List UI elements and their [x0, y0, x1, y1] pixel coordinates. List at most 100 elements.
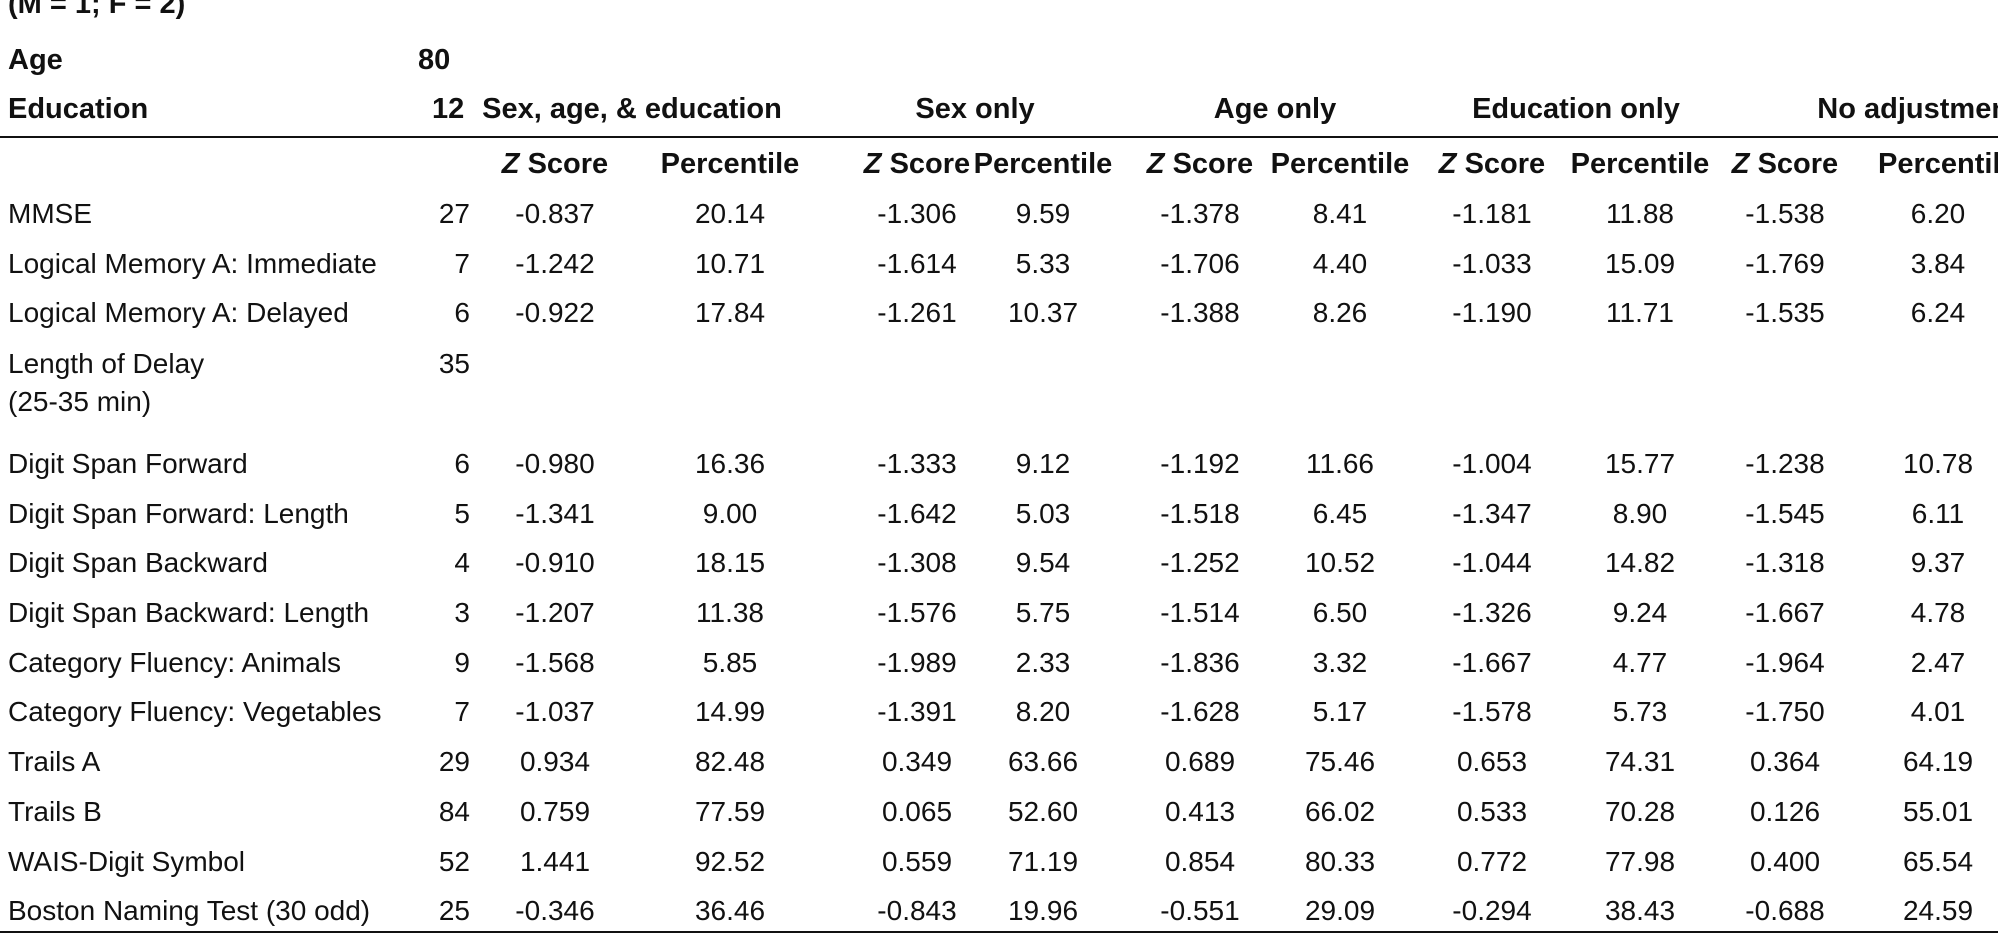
z-score-header: Z Score	[837, 146, 997, 182]
z-score-cell: 0.533	[1456, 796, 1528, 827]
z-score-cell: 0.653	[1456, 746, 1528, 777]
percentile-cell: 66.02	[1304, 796, 1376, 827]
z-score-cell: -1.578	[1452, 696, 1532, 727]
percentile-cell: 71.19	[1007, 846, 1079, 877]
percentile-cell: 8.90	[1612, 498, 1668, 529]
percentile-cell: 10.37	[1007, 297, 1079, 328]
percentile-cell: 6.11	[1911, 498, 1965, 529]
percentile-cell: 11.88	[1606, 198, 1674, 229]
row-label: Digit Span Backward	[8, 547, 268, 578]
group-header: Sex, age, & education	[482, 93, 782, 125]
percentile-cell: 8.20	[1015, 696, 1071, 727]
z-score-header: Z Score	[1120, 146, 1280, 182]
percentile-cell: 75.46	[1304, 746, 1376, 777]
raw-score: 6	[454, 448, 470, 479]
raw-score: 25	[438, 895, 470, 926]
percentile-header: Percentile	[1570, 148, 1710, 180]
z-score-cell: -1.614	[877, 248, 957, 279]
percentile-cell: 19.96	[1007, 895, 1079, 926]
education-label: Education	[8, 93, 149, 125]
row-label: Category Fluency: Animals	[8, 647, 342, 678]
percentile-cell: 9.59	[1015, 198, 1071, 229]
row-label: Boston Naming Test (30 odd)	[8, 895, 371, 926]
z-score-cell: -1.207	[515, 597, 595, 628]
z-score-cell: -0.551	[1160, 895, 1240, 926]
percentile-cell: 4.40	[1312, 248, 1368, 279]
group-header: Education only	[1472, 93, 1680, 125]
z-score-rest: Score	[519, 148, 609, 180]
percentile-cell: 20.14	[694, 198, 766, 229]
raw-score: 7	[454, 248, 470, 279]
z-italic: Z	[1438, 148, 1457, 180]
z-score-cell: -1.252	[1160, 547, 1240, 578]
group-header: Sex only	[915, 93, 1035, 125]
percentile-cell: 5.85	[702, 647, 758, 678]
z-score-cell: -1.033	[1452, 248, 1532, 279]
z-score-cell: 0.759	[519, 796, 591, 827]
z-italic: Z	[1731, 148, 1750, 180]
percentile-cell: 70.28	[1604, 796, 1676, 827]
percentile-cell: 74.31	[1604, 746, 1676, 777]
percentile-cell: 9.12	[1015, 448, 1071, 479]
percentile-cell: 5.17	[1312, 696, 1368, 727]
row-label: Length of Delay	[8, 348, 205, 379]
percentile-header: Percentile	[973, 148, 1113, 180]
z-italic: Z	[501, 148, 520, 180]
raw-score: 27	[438, 198, 470, 229]
raw-score: 9	[454, 647, 470, 678]
z-score-cell: -1.242	[515, 248, 595, 279]
z-score-cell: 0.065	[881, 796, 953, 827]
z-score-cell: -1.545	[1745, 498, 1825, 529]
percentile-cell: 4.78	[1910, 597, 1966, 628]
z-score-cell: -1.518	[1160, 498, 1240, 529]
z-score-cell: -1.004	[1452, 448, 1532, 479]
z-score-cell: -1.836	[1160, 647, 1240, 678]
percentile-cell: 52.60	[1007, 796, 1079, 827]
percentile-cell: 82.48	[694, 746, 766, 777]
percentile-cell: 17.84	[694, 297, 766, 328]
z-score-cell: -1.306	[877, 198, 957, 229]
percentile-cell: 29.09	[1304, 895, 1376, 926]
z-score-cell: -1.341	[515, 498, 595, 529]
percentile-cell: 24.59	[1902, 895, 1974, 926]
group-header: Age only	[1213, 93, 1337, 125]
percentile-cell: 11.38	[696, 597, 764, 628]
z-score-cell: 0.772	[1456, 846, 1528, 877]
z-score-cell: -1.642	[877, 498, 957, 529]
z-score-cell: -0.980	[515, 448, 595, 479]
percentile-cell: 14.99	[694, 696, 766, 727]
row-label: Category Fluency: Vegetables	[8, 696, 382, 727]
z-score-cell: 0.689	[1164, 746, 1236, 777]
percentile-cell: 8.26	[1312, 297, 1368, 328]
z-score-cell: -1.238	[1745, 448, 1825, 479]
raw-score: 5	[454, 498, 470, 529]
row-label: Logical Memory A: Immediate	[8, 248, 377, 279]
percentile-cell: 36.46	[694, 895, 766, 926]
age-value: 80	[418, 44, 451, 76]
percentile-cell: 9.54	[1015, 547, 1071, 578]
percentile-cell: 15.09	[1604, 248, 1676, 279]
z-score-cell: -1.964	[1745, 647, 1825, 678]
raw-score: 84	[438, 796, 470, 827]
z-italic: Z	[1146, 148, 1165, 180]
z-score-rest: Score	[1164, 148, 1254, 180]
percentile-cell: 9.37	[1910, 547, 1966, 578]
row-label: WAIS-Digit Symbol	[8, 846, 246, 877]
z-score-cell: -1.706	[1160, 248, 1240, 279]
z-score-header: Z Score	[475, 146, 635, 182]
z-score-cell: -1.576	[877, 597, 957, 628]
percentile-cell: 18.15	[694, 547, 766, 578]
percentile-cell: 10.71	[694, 248, 766, 279]
percentile-cell: 10.78	[1902, 448, 1974, 479]
percentile-header: Percentile	[660, 148, 800, 180]
percentile-cell: 92.52	[694, 846, 766, 877]
percentile-cell: 2.47	[1910, 647, 1966, 678]
z-score-header: Z Score	[1412, 146, 1572, 182]
z-score-cell: -1.037	[515, 696, 595, 727]
percentile-cell: 63.66	[1007, 746, 1079, 777]
row-label: Logical Memory A: Delayed	[8, 297, 349, 328]
z-score-cell: -1.318	[1745, 547, 1825, 578]
row-label: Digit Span Backward: Length	[8, 597, 370, 628]
z-score-cell: -1.769	[1745, 248, 1825, 279]
percentile-cell: 38.43	[1604, 895, 1676, 926]
